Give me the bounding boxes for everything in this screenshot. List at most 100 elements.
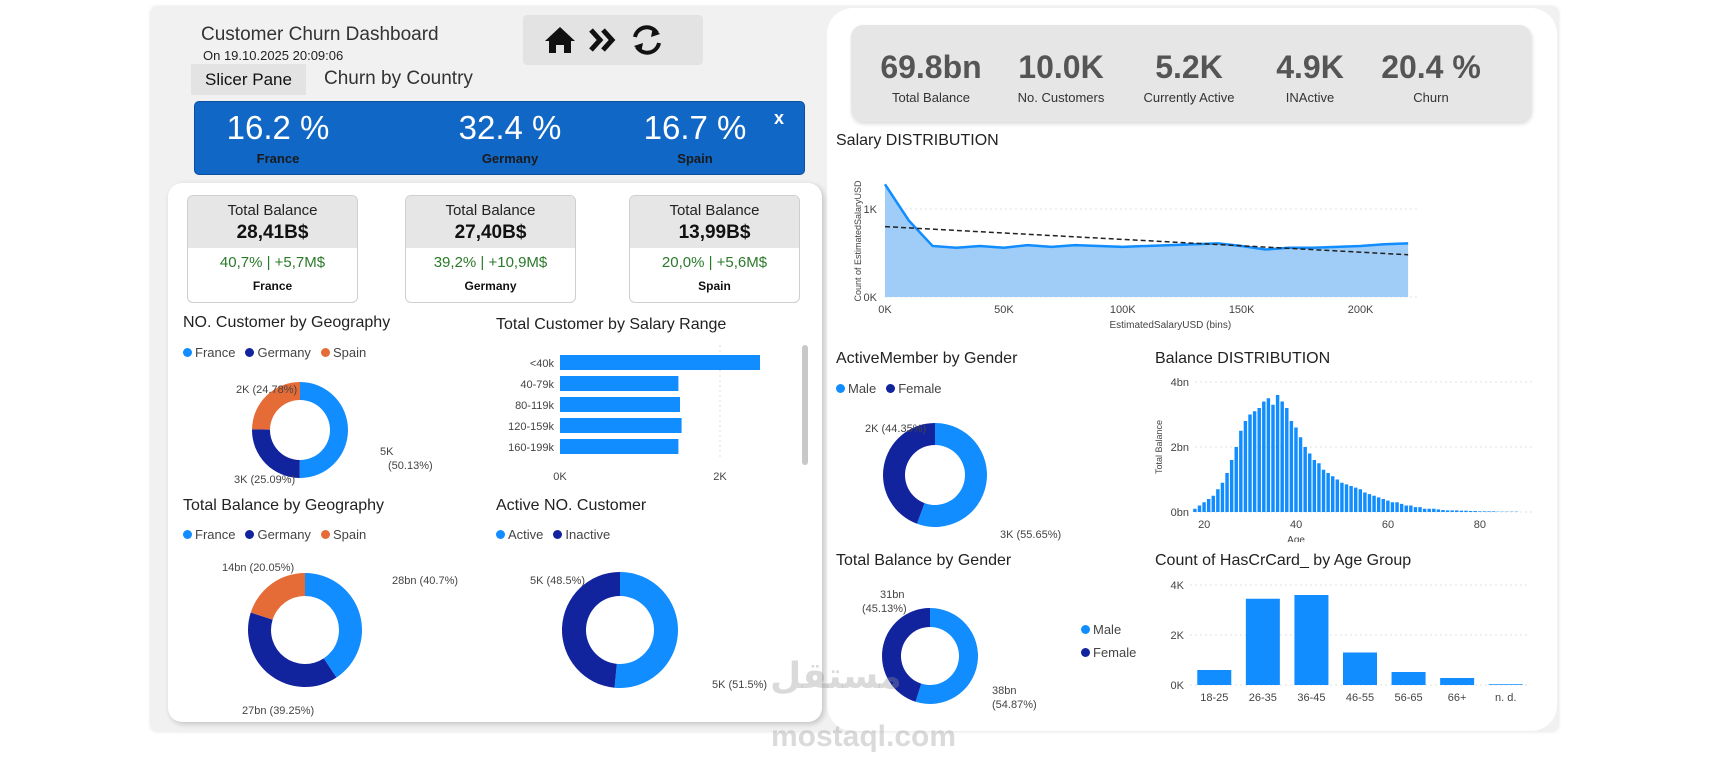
bar-age-71 [1436,509,1441,512]
legend-item[interactable]: France [183,527,235,542]
legend-item[interactable]: Active [496,527,543,542]
tab-churn-by-country[interactable]: Churn by Country [324,68,473,89]
card-country: Germany [464,279,517,293]
legend-label: Spain [332,527,367,542]
bar-80-119k [560,397,680,412]
active-customer-donut[interactable]: 5K (51.5%) 5K (48.5%) [520,555,780,715]
donut-slice-spain [252,382,300,430]
tab-slicer-pane[interactable]: Slicer Pane [191,64,306,95]
home-icon[interactable] [545,27,575,53]
area-fill [885,184,1409,297]
category-label: 56-65 [1395,692,1423,704]
category-label: 120-159k [508,421,554,433]
chart-title: Active NO. Customer [496,497,647,514]
kpi-value: 20.4 % [1381,49,1481,85]
bar-age-36 [1275,395,1280,512]
card-change: 39,2% | +10,9M$ [433,254,548,271]
data-label: 38bn [992,685,1016,697]
y-axis-label: Total Balance [1154,420,1164,474]
balance-distribution-chart[interactable]: 0bn 2bn 4bn 20 40 60 80 Age Total Balance [1150,372,1550,542]
churn-germany-label: Germany [481,151,539,166]
legend-item[interactable]: Spain [320,527,367,542]
category-label: 80-119k [515,400,554,412]
bar-age-40 [1294,427,1298,512]
data-label: 14bn (20.05%) [222,562,294,574]
tick-label: 0K [553,471,567,483]
bar-age-39 [1289,421,1294,512]
legend-item[interactable]: Male [836,381,876,396]
salary-distribution-chart[interactable]: 0K 1K 0K 50K 100K 150K 200K EstimatedSalaryUSD … [830,155,1500,345]
close-banner-button[interactable]: x [774,108,785,128]
card-title: Total Balance [445,202,536,219]
balance-card-germany[interactable]: Total Balance 27,40B$ 39,2% | +10,9M$ Ge… [405,195,576,303]
double-chevron-right-icon[interactable] [589,28,616,52]
legend-item[interactable]: France [183,345,235,360]
donut-slice-active [614,572,678,688]
legend-item[interactable]: Germany [245,527,311,542]
card-value: 13,99B$ [678,222,751,243]
refresh-icon[interactable] [633,25,661,55]
nav-toolbar [523,15,703,65]
legend-item[interactable]: Germany [245,345,311,360]
x-axis-label: EstimatedSalaryUSD (bins) [1109,320,1231,331]
tick-label: 0K [864,292,878,304]
balance-card-france[interactable]: Total Balance 28,41B$ 40,7% | +5,7M$ Fra… [187,195,358,303]
bar-age-37 [1280,401,1284,512]
kpi-label: INActive [1285,90,1335,105]
salary-range-bar-chart[interactable]: <40k 40-79k 80-119k 120-159k 160-199k 0K 2K [505,345,815,485]
bar-age-46 [1321,469,1326,512]
balance-geography-donut[interactable]: 28bn (40.7%) 27bn (39.25%) 14bn (20.05%) [210,550,470,720]
bar-age-82 [1487,511,1491,512]
churn-germany-value: 32.4 % [458,109,562,146]
bar-age-41 [1298,437,1303,512]
legend-item[interactable]: Male [1081,622,1121,637]
kpi-label: Total Balance [891,90,971,105]
bar-age-62 [1395,502,1399,512]
bar-age-43 [1308,453,1312,512]
chart-title: Count of HasCrCard_ by Age Group [1155,552,1412,569]
donut-slice-spain [250,573,305,620]
bar-age-73 [1445,510,1450,512]
tick-label: 0K [878,304,892,316]
data-label: 27bn (39.25%) [242,705,314,717]
bar-age-23 [1216,489,1220,512]
customer-geography-donut[interactable]: 5K (50.13%) 3K (25.09%) 2K (24.78%) [210,370,460,490]
bar-age-76 [1459,510,1464,512]
category-label: 18-25 [1200,692,1228,704]
chart-legend: Active Inactive [496,527,614,542]
bar-age-34 [1266,398,1271,512]
bar-age-53 [1353,487,1358,512]
bar-age-54 [1358,489,1363,512]
tick-label: 2K [1171,630,1185,642]
activemember-gender-donut[interactable]: 3K (55.65%) 2K (44.35%) [850,405,1120,545]
data-label: 28bn (40.7%) [392,575,458,587]
chart-title: NO. Customer by Geography [183,314,391,331]
bar-46-55 [1343,652,1377,685]
bar-age-64 [1404,505,1408,512]
data-label: (50.13%) [388,460,433,472]
bar-age-78 [1468,511,1473,512]
legend-item[interactable]: Female [1081,645,1136,660]
donut-slice-female [883,423,935,524]
card-title: Total Balance [669,202,760,219]
legend-item[interactable]: Inactive [553,527,610,542]
card-country: France [252,279,293,293]
data-label: 5K (51.5%) [712,679,767,691]
balance-card-spain[interactable]: Total Balance 13,99B$ 20,0% | +5,6M$ Spa… [629,195,800,303]
legend-item[interactable]: Spain [320,345,366,360]
kpi-value: 10.0K [1018,49,1104,85]
bar-age-30 [1248,414,1252,512]
bar-age-31 [1252,411,1257,512]
hascrcard-age-chart[interactable]: 0K 2K 4K 18-25 26-35 36-45 46-55 56-65 66+ n. d. [1150,575,1550,715]
bar-26-35 [1245,598,1280,685]
balance-gender-donut[interactable]: 38bn (54.87%) 31bn (45.13%) [850,578,1150,718]
bar-age-70 [1432,508,1436,512]
bar-age-47 [1326,473,1330,512]
nav-icons [545,25,661,55]
legend-item[interactable]: Female [886,381,942,396]
kpi-value: 69.8bn [880,49,982,85]
data-label: 2K (24.78%) [236,384,297,396]
bar-age-22 [1211,495,1215,512]
tick-label: 20 [1198,519,1210,531]
bar-160-199k [560,439,679,454]
